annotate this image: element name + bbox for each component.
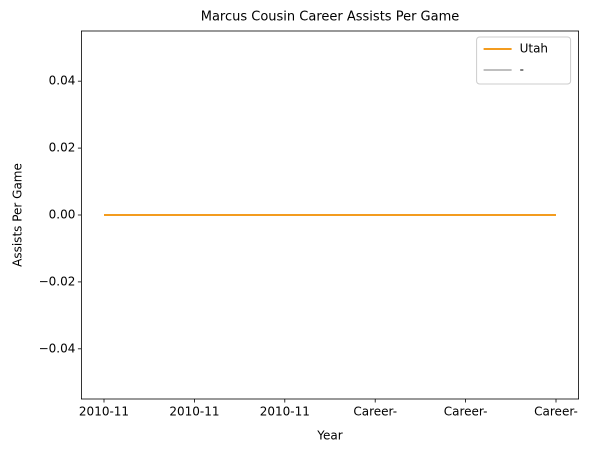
y-tick-label: 0.00 [49,208,76,222]
chart-title: Marcus Cousin Career Assists Per Game [201,10,460,25]
axes-frame [81,30,580,400]
y-tick-label: 0.04 [49,74,76,88]
x-tick-label: Career- [534,405,578,419]
legend-label: Utah [520,42,548,56]
legend-label: - [520,63,524,77]
x-tick-label: 2010-11 [169,405,219,419]
y-tick-label: −0.02 [39,274,76,288]
y-tick-label: −0.04 [39,341,76,355]
x-tick-label: Career- [353,405,397,419]
x-axis-label: Year [316,429,342,443]
x-tick-label: 2010-11 [260,405,310,419]
y-tick-label: 0.02 [49,141,76,155]
y-axis-label: Assists Per Game [11,163,25,267]
x-tick-label: Career- [444,405,488,419]
x-tick-label: 2010-11 [79,405,129,419]
